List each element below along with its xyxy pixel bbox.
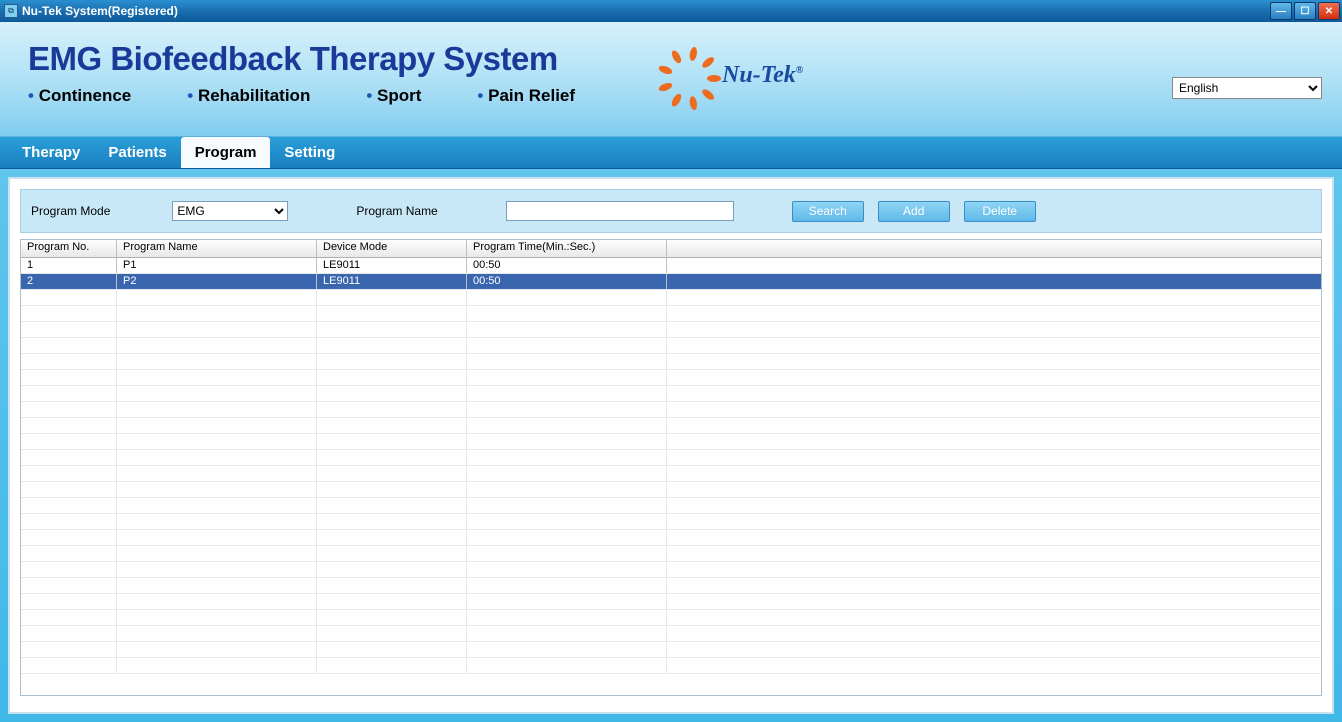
table-row[interactable] [21,466,1321,482]
table-row[interactable] [21,402,1321,418]
table-row[interactable] [21,434,1321,450]
tab-setting[interactable]: Setting [270,137,349,168]
logo-text: Nu-Tek® [722,62,803,89]
table-row[interactable] [21,482,1321,498]
logo: Nu-Tek® [670,52,803,98]
window-title: Nu-Tek System(Registered) [22,4,178,18]
cell: 00:50 [467,274,667,289]
minimize-button[interactable]: — [1270,2,1292,20]
table-row[interactable] [21,642,1321,658]
table-row[interactable] [21,610,1321,626]
table-row[interactable] [21,322,1321,338]
menubar: TherapyPatientsProgramSetting [0,137,1342,169]
cell: 00:50 [467,258,667,273]
program-name-label: Program Name [356,204,437,218]
table-row[interactable] [21,594,1321,610]
subtitle-item: Rehabilitation [187,86,310,106]
cell: P2 [117,274,317,289]
maximize-button[interactable]: ☐ [1294,2,1316,20]
table-row[interactable] [21,306,1321,322]
tab-program[interactable]: Program [181,137,271,168]
logo-burst-icon [670,52,716,98]
add-button[interactable]: Add [878,201,950,222]
table-row[interactable] [21,338,1321,354]
column-header[interactable]: Program Name [117,240,317,257]
filter-bar: Program Mode EMG Program Name Search Add… [20,189,1322,233]
table-row[interactable] [21,626,1321,642]
tab-patients[interactable]: Patients [94,137,180,168]
table-row[interactable]: 2P2LE901100:50 [21,274,1321,290]
app-title: EMG Biofeedback Therapy System [28,40,575,78]
table-row[interactable] [21,498,1321,514]
cell: LE9011 [317,274,467,289]
table-row[interactable] [21,370,1321,386]
table-row[interactable] [21,546,1321,562]
grid-body: 1P1LE901100:502P2LE901100:50 [21,258,1321,674]
table-row[interactable] [21,562,1321,578]
cell: 2 [21,274,117,289]
program-mode-select[interactable]: EMG [172,201,288,221]
header: EMG Biofeedback Therapy System Continenc… [0,22,1342,137]
table-row[interactable] [21,386,1321,402]
cell: P1 [117,258,317,273]
content-panel: Program Mode EMG Program Name Search Add… [8,177,1334,714]
grid-header: Program No.Program NameDevice ModeProgra… [21,240,1321,258]
table-row[interactable] [21,578,1321,594]
table-row[interactable] [21,514,1321,530]
subtitle-item: Continence [28,86,131,106]
column-header[interactable]: Program Time(Min.:Sec.) [467,240,667,257]
table-row[interactable] [21,450,1321,466]
table-row[interactable] [21,658,1321,674]
tab-therapy[interactable]: Therapy [8,137,94,168]
language-select[interactable]: English [1172,77,1322,99]
column-header[interactable]: Program No. [21,240,117,257]
cell: 1 [21,258,117,273]
cell: LE9011 [317,258,467,273]
program-mode-label: Program Mode [31,204,110,218]
table-row[interactable]: 1P1LE901100:50 [21,258,1321,274]
table-row[interactable] [21,530,1321,546]
app-icon: ⧉ [4,4,18,18]
subtitle-item: Pain Relief [477,86,575,106]
column-header[interactable]: Device Mode [317,240,467,257]
close-button[interactable]: ✕ [1318,2,1340,20]
subtitle-item: Sport [366,86,421,106]
table-row[interactable] [21,354,1321,370]
subtitle-row: Continence Rehabilitation Sport Pain Relief [28,86,575,106]
program-name-input[interactable] [506,201,734,221]
search-button[interactable]: Search [792,201,864,222]
table-row[interactable] [21,418,1321,434]
program-grid: Program No.Program NameDevice ModeProgra… [20,239,1322,696]
titlebar: ⧉ Nu-Tek System(Registered) — ☐ ✕ [0,0,1342,22]
delete-button[interactable]: Delete [964,201,1036,222]
table-row[interactable] [21,290,1321,306]
